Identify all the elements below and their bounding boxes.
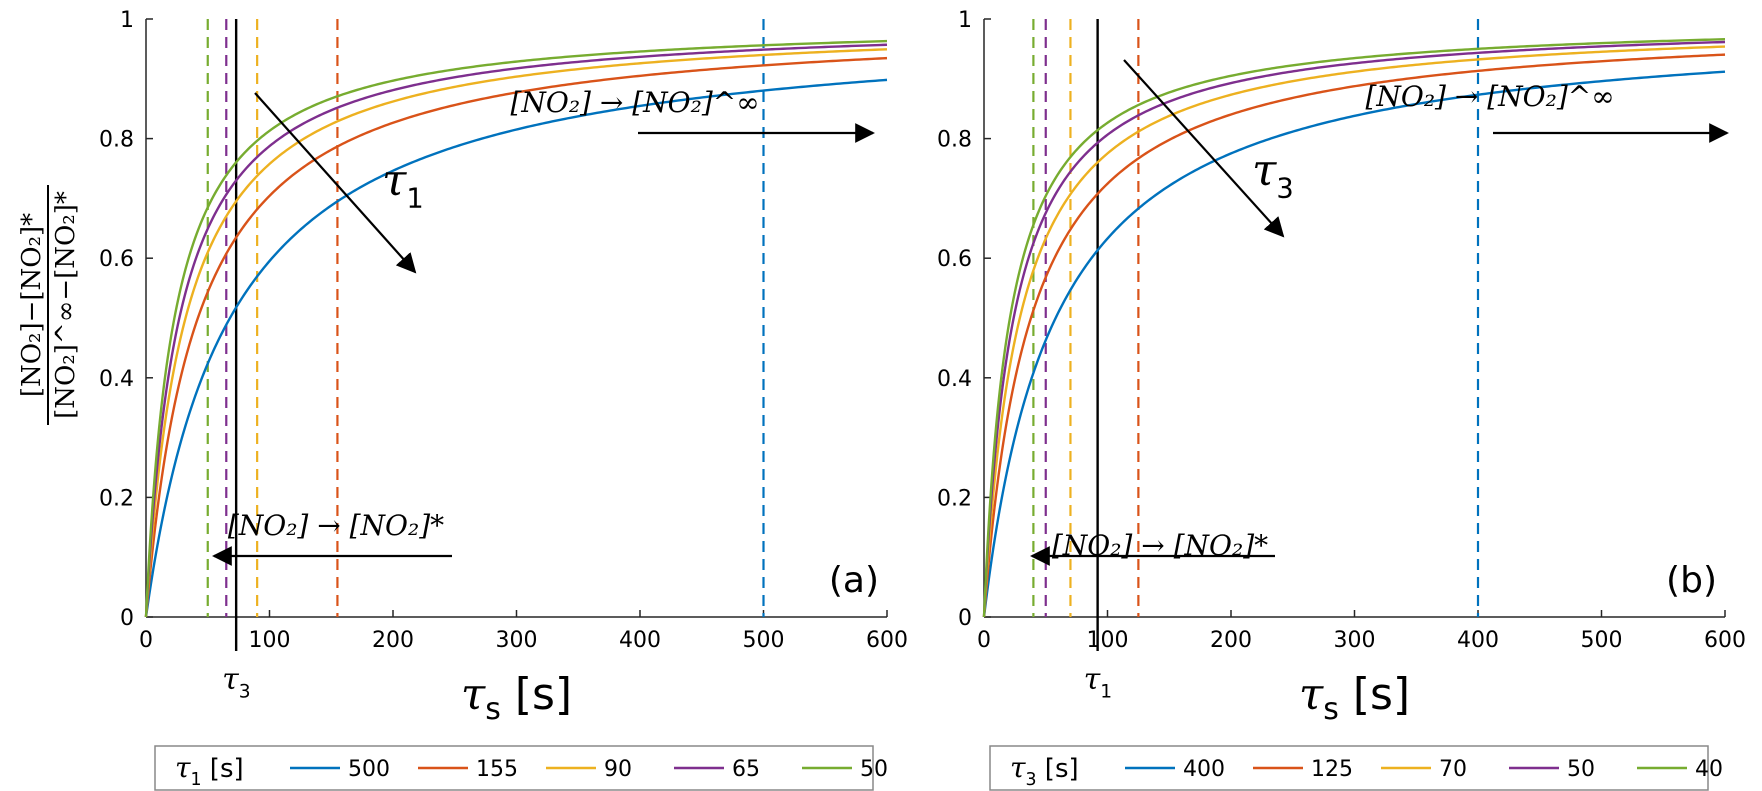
x-axis-label: τs [s] <box>1299 669 1410 727</box>
vary-label: τ1 <box>382 155 424 214</box>
fixed-param-label: τ1 <box>1084 662 1112 702</box>
y-tick-label: 0.4 <box>937 367 972 392</box>
series-line-40 <box>982 38 1726 618</box>
panel-label: (a) <box>829 560 879 601</box>
annotation-approach-star: [NO₂] → [NO₂]* <box>228 509 444 542</box>
x-tick-label: 600 <box>866 628 908 653</box>
fixed-param-label: τ3 <box>222 662 250 702</box>
y-tick-label: 0.4 <box>99 367 134 392</box>
panel-b: 0 100 200 300 400 500 600 0 0.2 0.4 0.6 0.8 1 τs [s] τ… <box>937 8 1746 791</box>
y-tick-label: 0 <box>958 606 972 631</box>
y-axis-label-numerator: [NO₂]−[NO₂]* <box>17 213 47 397</box>
legend-entry-40: 40 <box>1695 757 1723 782</box>
series-line-50 <box>982 40 1726 618</box>
legend-entry-50: 50 <box>860 757 888 782</box>
series-line-125 <box>982 53 1726 618</box>
legend-entry-65: 65 <box>732 757 760 782</box>
legend-entry-155: 155 <box>476 757 518 782</box>
x-axis-label: τs [s] <box>461 669 572 727</box>
vary-label: τ3 <box>1252 145 1294 204</box>
legend-box <box>989 745 1709 791</box>
x-tick-label: 0 <box>977 628 991 653</box>
y-tick-label: 0.2 <box>99 486 134 511</box>
series-line-500 <box>144 78 888 618</box>
y-tick-label: 0.6 <box>99 247 134 272</box>
y-tick-label: 0.6 <box>937 247 972 272</box>
y-tick-label: 0.8 <box>99 128 134 153</box>
annotation-approach-infinity: [NO₂] → [NO₂]^∞ <box>1365 80 1614 113</box>
series-line-400 <box>982 70 1726 618</box>
x-tick-label: 400 <box>1457 628 1499 653</box>
x-tick-label: 300 <box>1334 628 1376 653</box>
y-tick-label: 0.2 <box>937 486 972 511</box>
x-tick-label: 200 <box>372 628 414 653</box>
legend-entry-400: 400 <box>1183 757 1225 782</box>
y-tick-label: 1 <box>958 8 972 33</box>
legend-entry-500: 500 <box>348 757 390 782</box>
panel-a: 0 100 200 300 400 500 600 0 0.2 0.4 0.6 0.8 1 τs [s] τ… <box>99 8 908 791</box>
x-tick-label: 400 <box>619 628 661 653</box>
legend-title: τ1 [s] <box>175 751 244 790</box>
series-line-90 <box>144 48 888 618</box>
annotation-approach-infinity: [NO₂] → [NO₂]^∞ <box>510 86 759 119</box>
legend-box <box>154 745 874 791</box>
x-tick-label: 200 <box>1210 628 1252 653</box>
y-tick-label: 0.8 <box>937 128 972 153</box>
series-line-65 <box>144 43 888 618</box>
vary-arrow <box>1123 59 1285 238</box>
x-tick-label: 100 <box>1087 628 1129 653</box>
series-line-50 <box>144 39 888 618</box>
y-axis-label: [NO₂]−[NO₂]* [NO₂]^∞−[NO₂]* <box>17 185 81 425</box>
vary-arrow <box>254 92 417 274</box>
y-axis-label-denominator: [NO₂]^∞−[NO₂]* <box>51 191 81 419</box>
panel-label: (b) <box>1666 560 1717 601</box>
y-tick-label: 0 <box>120 606 134 631</box>
x-tick-label: 300 <box>496 628 538 653</box>
legend-entry-70: 70 <box>1439 757 1467 782</box>
x-tick-label: 600 <box>1704 628 1746 653</box>
legend-title: τ3 [s] <box>1010 751 1079 790</box>
x-tick-label: 100 <box>249 628 291 653</box>
x-tick-label: 500 <box>743 628 785 653</box>
series-line-155 <box>144 56 888 618</box>
y-tick-label: 1 <box>120 8 134 33</box>
x-tick-label: 500 <box>1581 628 1623 653</box>
series-line-70 <box>982 45 1726 618</box>
x-tick-label: 0 <box>139 628 153 653</box>
legend-entry-125: 125 <box>1311 757 1353 782</box>
legend-entry-50: 50 <box>1567 757 1595 782</box>
legend-entry-90: 90 <box>604 757 632 782</box>
